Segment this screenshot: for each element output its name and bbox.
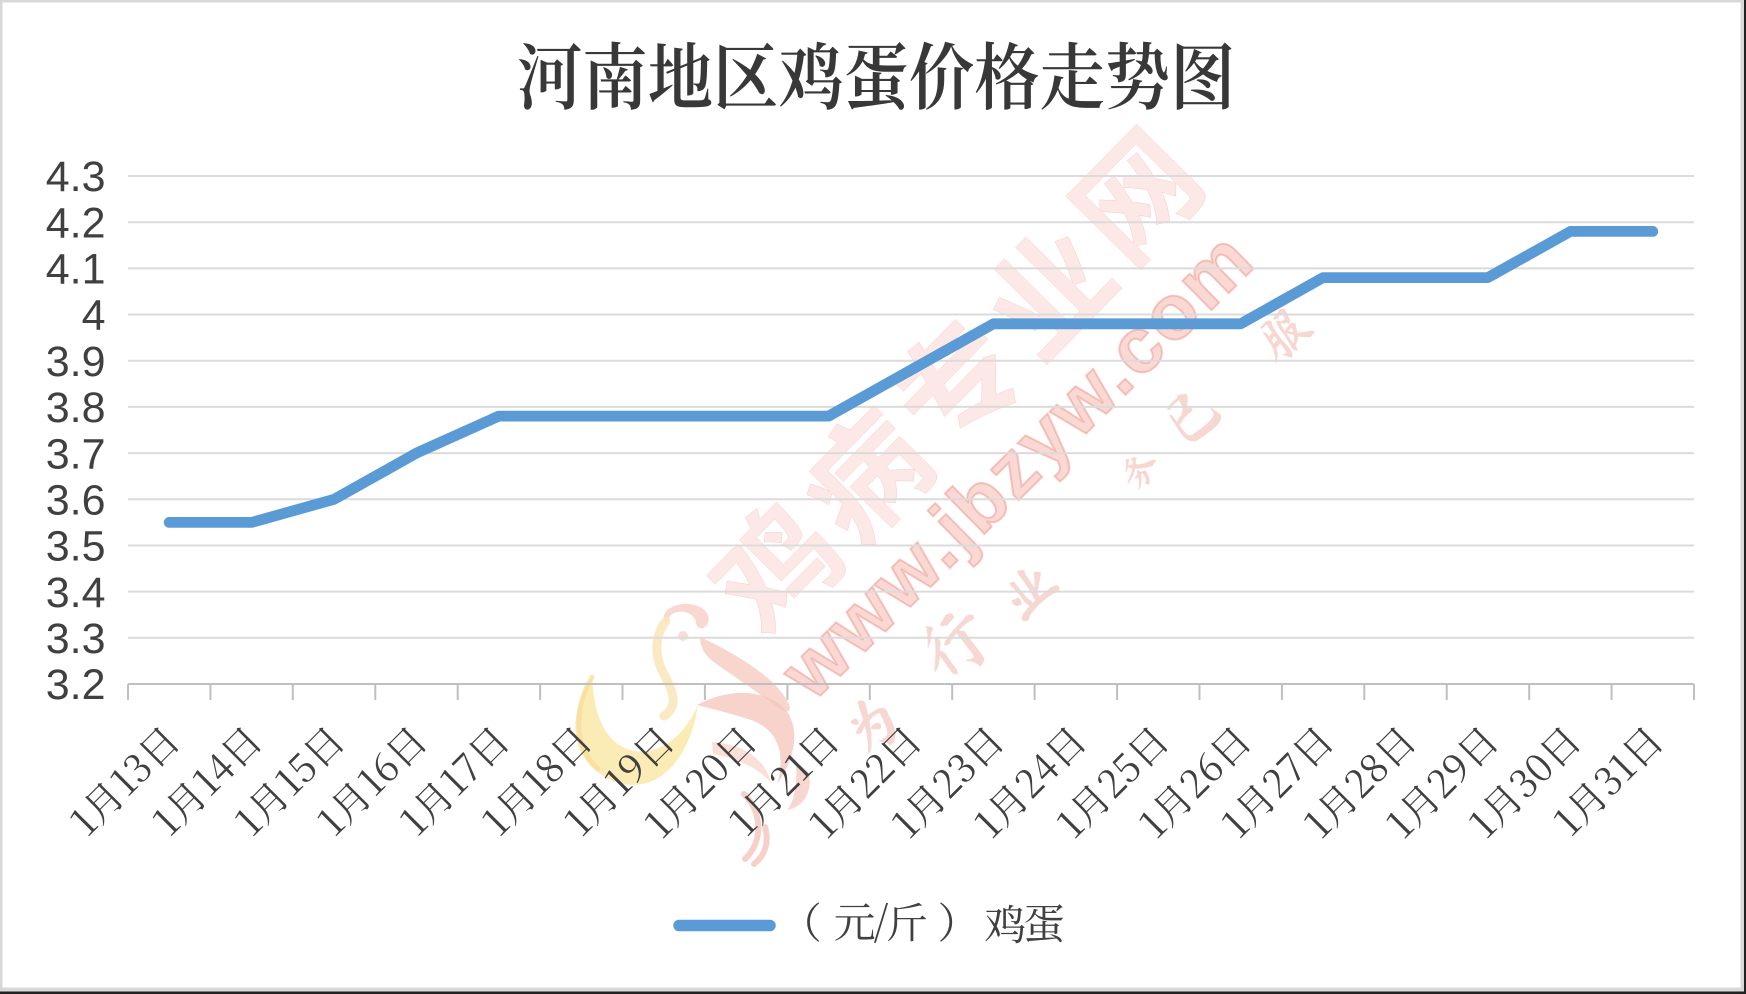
svg-text:4.3: 4.3 [46,153,106,201]
svg-text:3.5: 3.5 [46,523,106,571]
svg-text:3.6: 3.6 [46,477,106,525]
svg-text:3.8: 3.8 [46,384,106,432]
svg-text:3.9: 3.9 [46,338,106,386]
svg-text:3.4: 3.4 [46,569,106,617]
svg-text:4.2: 4.2 [46,199,106,247]
svg-text:3.3: 3.3 [46,615,106,663]
svg-text:4: 4 [82,292,106,340]
svg-text:4.1: 4.1 [46,246,106,294]
svg-text:3.7: 3.7 [46,430,106,478]
svg-text:3.2: 3.2 [46,661,106,709]
